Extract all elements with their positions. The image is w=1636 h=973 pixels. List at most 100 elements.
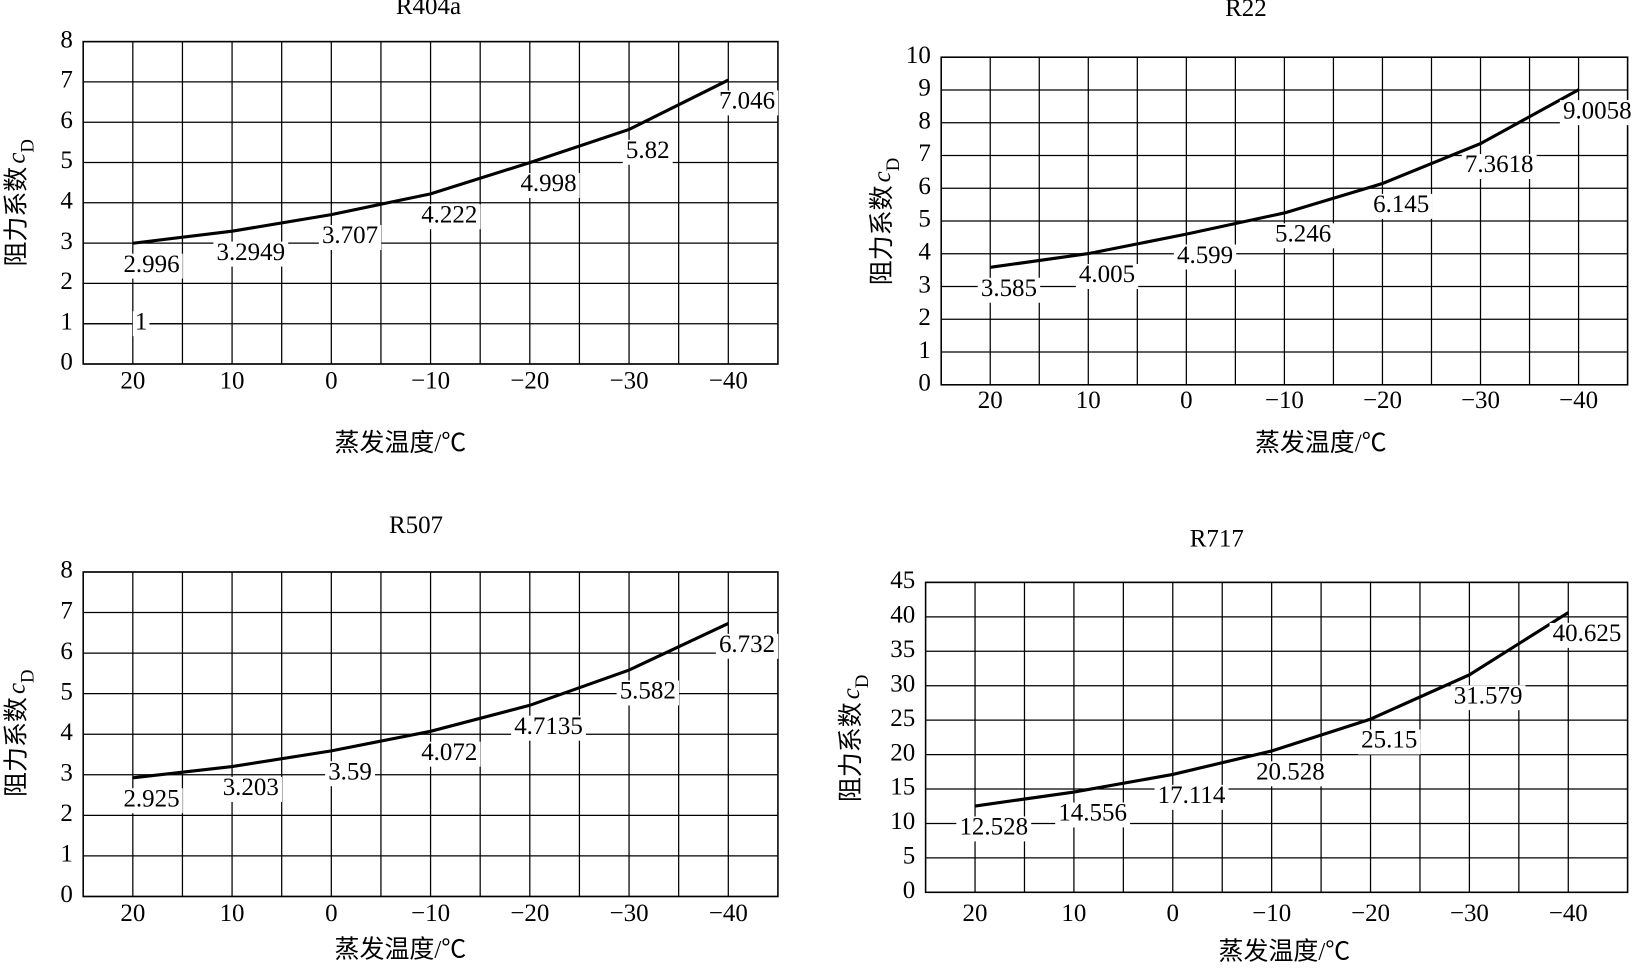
label-background xyxy=(511,715,586,741)
value-label: 7.046 xyxy=(719,88,775,115)
x-tick-label: −40 xyxy=(709,900,748,927)
y-tick-label: 15 xyxy=(890,774,915,801)
y-tick-label: 8 xyxy=(918,107,930,134)
x-tick-label: −30 xyxy=(1450,900,1489,927)
y-axis-label-text: 阻力系数 xyxy=(837,702,865,802)
curve xyxy=(990,88,1580,269)
x-tick-label: 10 xyxy=(220,367,245,394)
y-axis-label-symbol: c xyxy=(838,688,865,699)
y-axis-label: 阻力系数 cD xyxy=(837,675,873,803)
x-tick-label: −10 xyxy=(1265,387,1304,414)
value-label: 6.145 xyxy=(1373,191,1429,218)
y-tick-label: 8 xyxy=(60,26,72,53)
y-tick-label: 3 xyxy=(918,271,930,298)
y-tick-label: 6 xyxy=(60,107,72,134)
subplot: 0 1 2 3 4 5 6 7 8 20 10 0 −10 −20 −30 −40 R404a 蒸发温度/℃ 阻力系… xyxy=(2,0,779,457)
label-background xyxy=(318,225,382,250)
y-tick-label: 6 xyxy=(918,173,930,200)
y-axis-label: 阻力系数 cD xyxy=(868,158,904,286)
y-axis-label-text: 阻力系数 xyxy=(2,167,30,267)
label-background xyxy=(1549,622,1625,648)
y-tick-label: 25 xyxy=(890,705,915,732)
x-axis-label: 蒸发温度/℃ xyxy=(1219,937,1351,965)
subplot: 0 1 2 3 4 5 6 7 8 20 10 0 −10 −20 −30 −40 R507 蒸发温度/℃ 阻力系数… xyxy=(2,512,779,963)
label-background xyxy=(715,633,779,659)
x-tick-label: 0 xyxy=(325,900,337,927)
x-tick-label: −20 xyxy=(510,367,549,394)
y-tick-label: 10 xyxy=(906,42,931,69)
plot-frame xyxy=(924,581,1629,894)
y-tick-label: 5 xyxy=(903,843,915,870)
value-label: 20.528 xyxy=(1256,759,1325,786)
y-axis-label-subscript: D xyxy=(852,675,873,689)
y-tick-label: 0 xyxy=(918,370,930,397)
x-tick-label: −20 xyxy=(1363,387,1402,414)
y-axis-label-symbol: c xyxy=(3,153,30,164)
chart-title: R22 xyxy=(1225,0,1267,22)
label-background xyxy=(956,816,1032,842)
x-tick-label: −20 xyxy=(1351,900,1390,927)
x-tick-label: −20 xyxy=(510,900,549,927)
label-background xyxy=(1358,729,1421,755)
y-tick-label: 2 xyxy=(918,304,930,331)
label-background xyxy=(1055,802,1131,828)
x-tick-label: 0 xyxy=(1180,387,1192,414)
curve xyxy=(132,622,729,780)
value-label: 12.528 xyxy=(959,814,1028,841)
annotation: 1 xyxy=(135,308,147,335)
y-tick-label: 3 xyxy=(60,228,72,255)
x-tick-label: −30 xyxy=(1461,387,1500,414)
y-axis-label-text: 阻力系数 xyxy=(868,185,896,285)
y-tick-label: 8 xyxy=(60,557,72,584)
value-label: 31.579 xyxy=(1454,682,1523,709)
y-tick-label: 0 xyxy=(60,349,72,376)
value-label: 5.582 xyxy=(620,678,676,705)
y-tick-label: 4 xyxy=(60,188,73,215)
value-label: 4.005 xyxy=(1079,261,1135,288)
label-background xyxy=(977,277,1041,303)
y-tick-label: 0 xyxy=(903,877,915,904)
label-background xyxy=(1075,263,1139,289)
label-background xyxy=(1271,223,1335,249)
y-tick-label: 2 xyxy=(60,800,72,827)
value-label: 6.732 xyxy=(719,631,775,658)
y-tick-label: 2 xyxy=(60,268,72,295)
y-tick-label: 35 xyxy=(890,636,915,663)
y-tick-label: 4 xyxy=(918,238,931,265)
x-axis-label: 蒸发温度/℃ xyxy=(335,429,467,457)
value-label: 25.15 xyxy=(1361,727,1417,754)
x-tick-label: 20 xyxy=(963,900,988,927)
x-tick-label: −10 xyxy=(1252,900,1291,927)
y-tick-label: 9 xyxy=(918,75,930,102)
label-background xyxy=(616,680,679,706)
label-background xyxy=(325,761,375,787)
y-axis-label-subscript: D xyxy=(883,158,904,172)
x-tick-label: −10 xyxy=(411,367,450,394)
value-label: 5.246 xyxy=(1275,221,1331,248)
y-tick-label: 7 xyxy=(60,67,72,94)
chart-title: R507 xyxy=(389,512,443,539)
label-background xyxy=(1369,193,1433,219)
label-background xyxy=(219,776,282,802)
y-tick-label: 0 xyxy=(60,881,72,908)
value-label: 4.599 xyxy=(1177,242,1233,269)
value-label: 5.82 xyxy=(626,137,670,164)
value-label: 4.998 xyxy=(520,170,576,197)
label-background xyxy=(1450,685,1526,711)
value-label: 3.2949 xyxy=(216,239,285,266)
x-tick-label: 10 xyxy=(1061,900,1086,927)
value-label: 14.556 xyxy=(1058,800,1127,827)
y-axis-label-subscript: D xyxy=(18,669,39,683)
chart-title: R404a xyxy=(396,0,461,20)
label-background xyxy=(213,241,289,267)
label-background xyxy=(120,253,183,279)
y-tick-label: 5 xyxy=(60,147,72,174)
y-tick-label: 7 xyxy=(60,597,72,624)
x-axis-label: 蒸发温度/℃ xyxy=(1255,429,1387,457)
value-label: 3.585 xyxy=(981,275,1037,302)
label-background xyxy=(418,204,481,230)
y-axis-label-symbol: c xyxy=(869,171,896,182)
y-tick-label: 30 xyxy=(890,670,915,697)
